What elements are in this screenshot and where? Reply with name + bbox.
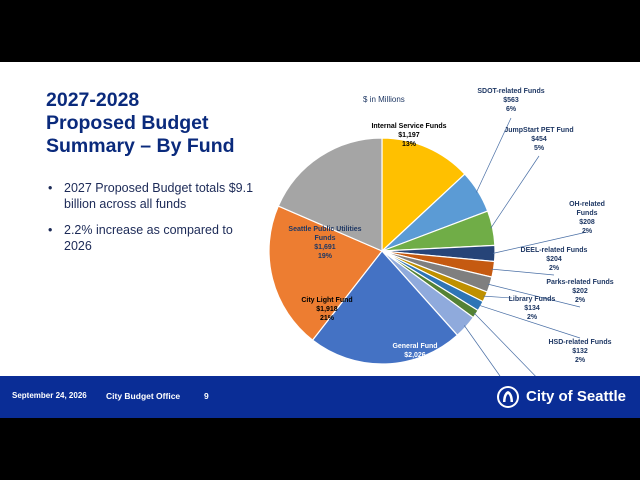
title-line-2: Proposed Budget	[46, 112, 209, 134]
pie-chart: Internal Service Funds $1,197 13% SDOT-rela…	[265, 86, 640, 418]
pie-slice-city-light-fund	[268, 205, 383, 341]
leader-line-sdot-related-funds	[475, 117, 512, 193]
title-line-3: Summary – By Fund	[46, 135, 235, 157]
slice-label-parks-related-funds: Parks-related Funds $202 2%	[546, 279, 613, 304]
slice-label-seattle-public-utilities-funds: Seattle Public Utilities Funds $1,691 19%	[288, 226, 361, 260]
bullet-item: 2.2% increase as compared to 2026	[46, 222, 256, 254]
slice-label-jumpstart-pet-fund: JumpStart PET Fund $454 5%	[504, 127, 573, 152]
bullet-item: 2027 Proposed Budget totals $9.1 billion…	[46, 180, 256, 212]
chart-units-note: $ in Millions	[363, 95, 405, 104]
city-seal-icon	[497, 386, 519, 408]
pie-slice-general-fund	[311, 250, 459, 365]
footer-office: City Budget Office	[106, 391, 181, 401]
leader-line-parks-related-funds	[487, 283, 581, 308]
leader-line-other-funds	[464, 325, 501, 377]
pie-slice-internal-service-funds	[381, 137, 466, 253]
slice-label-sdot-related-funds: SDOT-related Funds $563 6%	[477, 88, 544, 113]
slice-label-library-funds: Library Funds $134 2%	[509, 296, 556, 321]
leader-line-hsd-related-funds	[478, 304, 581, 339]
slice-label-hsd-related-funds: HSD-related Funds $132 2%	[548, 339, 611, 364]
slice-label-deel-related-funds: DEEL-related Funds $204 2%	[521, 247, 588, 272]
leader-line-library-funds	[483, 295, 513, 299]
bullet-list: 2027 Proposed Budget totals $9.1 billion…	[46, 180, 256, 264]
footer-date: September 24, 2026	[12, 391, 87, 400]
page-number: 9	[204, 391, 209, 401]
slice-label-city-light-fund: City Light Fund $1,918 21%	[301, 297, 352, 322]
slide-title: 2027-2028 Proposed Budget Summary – By F…	[46, 89, 276, 158]
pie-slice-seattle-public-utilities-funds	[277, 137, 383, 252]
title-line-1: 2027-2028	[46, 89, 140, 111]
leader-line-oh-related-funds	[492, 231, 588, 254]
slice-label-internal-service-funds: Internal Service Funds $1,197 13%	[371, 123, 446, 148]
footer-bar: September 24, 2026 City Budget Office 9 …	[0, 376, 640, 418]
leader-line-construction-and-inspection-fund	[473, 312, 546, 387]
leader-line-deel-related-funds	[491, 268, 555, 276]
pie-chart-svg: Internal Service Funds $1,197 13% SDOT-rela…	[268, 88, 614, 418]
footer-org-name: City of Seattle	[526, 388, 627, 405]
slide: 2027-2028 Proposed Budget Summary – By F…	[0, 62, 640, 418]
slice-label-general-fund: General Fund $2,026 22%	[392, 343, 437, 368]
leader-line-jumpstart-pet-fund	[490, 155, 540, 229]
slice-label-oh-related-funds: OH-related Funds $208 2%	[569, 201, 605, 235]
